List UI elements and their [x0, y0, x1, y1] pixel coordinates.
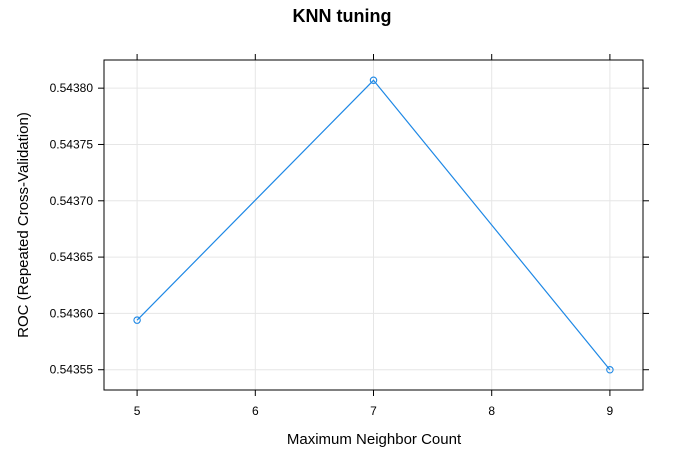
y-axis-label: ROC (Repeated Cross-Validation) — [15, 112, 32, 338]
x-tick-label-0: 5 — [134, 404, 141, 418]
y-tick-label-3: 0.54370 — [50, 194, 94, 208]
x-tick-label-1: 6 — [252, 404, 259, 418]
y-tick-label-5: 0.54380 — [50, 81, 94, 95]
data-point-1 — [369, 76, 378, 85]
x-tick-label-2: 7 — [370, 404, 377, 418]
x-axis-label: Maximum Neighbor Count — [287, 431, 462, 448]
data-point-2 — [606, 365, 614, 374]
y-tick-label-1: 0.54360 — [50, 306, 94, 320]
x-tick-label-4: 9 — [607, 404, 614, 418]
axis-ticks: 5 6 7 8 9 0.54355 0.54360 0.54365 0.54370 0.54375… — [50, 54, 649, 418]
y-tick-label-0: 0.54355 — [50, 363, 94, 377]
data-point-0 — [133, 316, 141, 324]
grid-lines — [104, 60, 643, 390]
x-tick-label-3: 8 — [488, 404, 495, 418]
y-tick-label-2: 0.54365 — [50, 250, 94, 264]
chart-title: KNN tuning — [293, 6, 392, 26]
series-line — [136, 79, 611, 371]
y-tick-label-4: 0.54375 — [50, 137, 94, 151]
series-roc — [133, 76, 614, 374]
